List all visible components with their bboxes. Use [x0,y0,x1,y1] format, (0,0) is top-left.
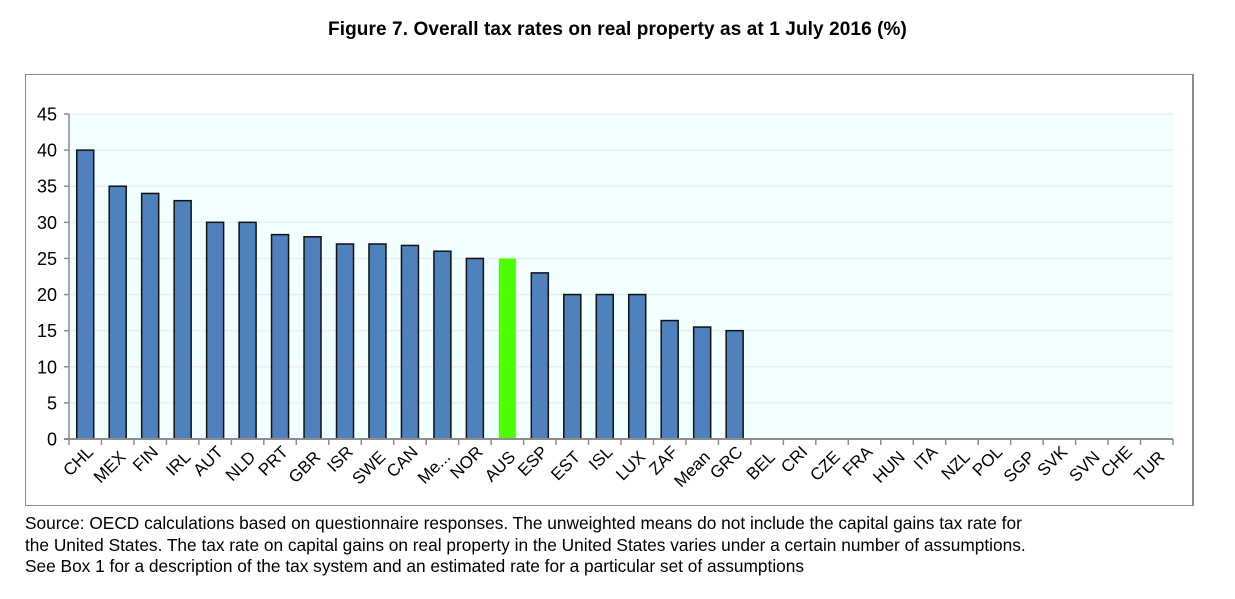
bar-gbr [303,236,322,440]
x-tick-label: LUX [612,447,649,484]
bar-isr [335,243,355,440]
bar-irl [173,199,192,440]
source-line: See Box 1 for a description of the tax s… [25,556,805,576]
x-tick-label: NOR [447,442,487,482]
x-tick-label: FIN [129,442,162,475]
bar-mean [692,326,712,440]
y-tick-label: 20 [37,285,57,305]
bar-zaf [660,319,679,440]
x-tick-label: SVK [1034,442,1072,480]
bar-isl [595,293,615,440]
x-tick-label: ITA [910,442,942,474]
chart-title: Figure 7. Overall tax rates on real prop… [328,19,907,40]
y-tick-label: 10 [37,357,57,377]
y-tick-label: 0 [47,430,57,450]
source-note: Source: OECD calculations based on quest… [25,513,1215,578]
bar-me [433,250,452,440]
x-tick-label: GBR [285,447,324,486]
bar-fin [140,192,160,440]
bar-chl [75,149,95,440]
plot-area [69,114,1173,439]
y-axis: 0 5 10 15 20 25 30 35 40 45 [37,105,70,450]
y-tick-label: 45 [37,105,57,125]
source-line: the United States. The tax rate on capit… [25,534,1026,555]
bar-swe [368,243,387,440]
x-tick-label: GRC [706,442,746,482]
x-tick-label: CHE [1097,442,1136,481]
bar-nor [465,257,485,440]
y-tick-label: 35 [37,177,57,197]
y-tick-label: 5 [47,393,57,413]
x-tick-label: TUR [1130,447,1168,485]
bar-lux [627,293,647,440]
x-tick-label: EST [547,447,584,484]
x-tick-label: BEL [743,447,779,483]
y-tick-label: 40 [37,141,57,161]
bar-est [563,293,582,440]
bars [75,149,744,440]
y-tick-label: 25 [37,249,57,269]
x-tick-label: ESP [514,442,551,479]
bar-esp [530,272,550,440]
bar-prt [270,233,290,440]
bar-aus [498,258,516,439]
x-tick-label: ISL [585,442,616,473]
bar-grc [725,329,744,440]
bar-nld [238,221,257,440]
source-line: Source: OECD calculations based on quest… [25,513,1022,533]
x-tick-label: MEX [90,447,129,486]
bar-can [400,244,420,440]
y-tick-label: 30 [37,213,57,233]
bar-aut [205,221,225,440]
y-tick-label: 15 [37,321,57,341]
bar-mex [108,185,127,440]
x-tick-label: HUN [869,447,908,486]
x-tick-label: AUT [189,442,226,479]
x-tick-label: IRL [162,447,194,479]
